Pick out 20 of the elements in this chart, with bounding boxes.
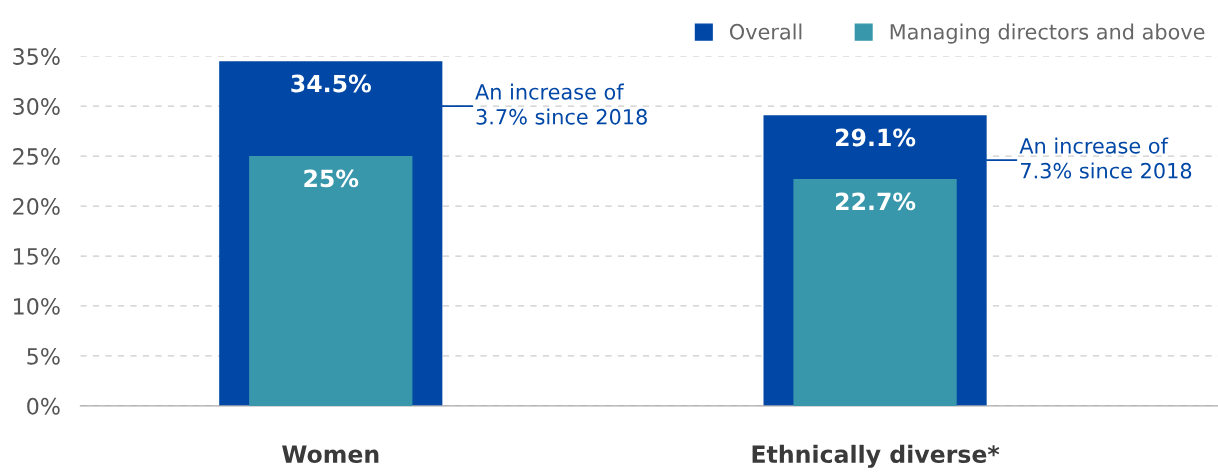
data-label: 34.5% [291,74,371,93]
annotation: An increase of 7.3% since 2018 [1019,137,1192,179]
x-tick-label: Ethnically diverse* [752,444,1000,468]
legend-label: Managing directors and above [890,23,1205,44]
y-tick-label: 30% [13,98,60,115]
legend-label: Overall [729,23,802,40]
y-tick-label: 10% [13,297,60,315]
x-tick-label: Women [282,445,379,464]
y-tick-label: 35% [13,48,60,65]
y-tick-label: 15% [13,247,60,265]
annotation: An increase of 3.7% since 2018 [475,83,647,125]
bar [793,179,957,406]
y-tick-label: 25% [13,148,60,165]
y-tick-label: 20% [13,198,60,215]
data-label: 29.1% [835,128,916,147]
data-label: 25% [304,169,359,188]
y-tick-label: 5% [27,347,60,365]
data-label: 22.7% [835,192,916,211]
y-tick-label: 0% [27,397,60,415]
bar [249,156,413,406]
